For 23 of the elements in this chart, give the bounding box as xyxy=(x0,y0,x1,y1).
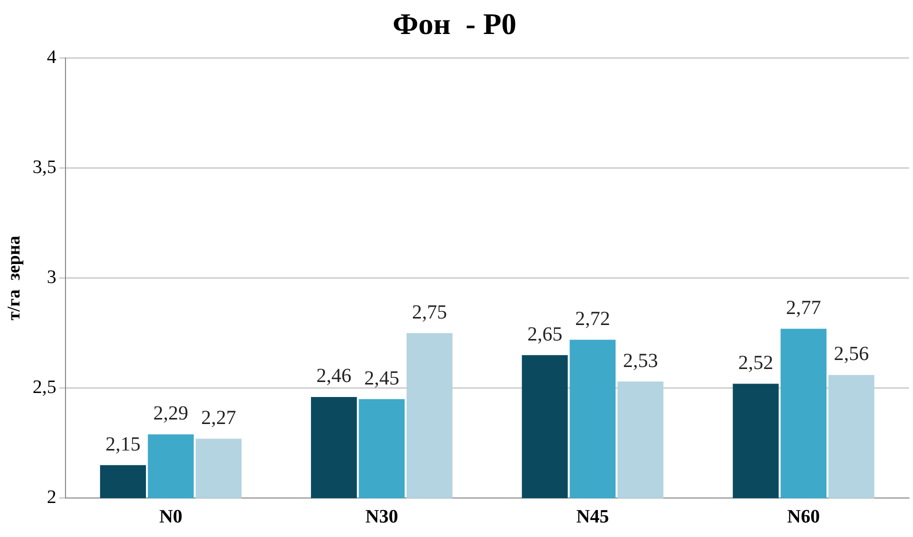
x-tick-label: N30 xyxy=(365,506,398,528)
y-tick-label: 2 xyxy=(46,487,56,508)
y-tick-label: 3,5 xyxy=(32,157,56,178)
data-label: 2,45 xyxy=(364,367,400,390)
data-label: 2,15 xyxy=(106,433,140,456)
data-label: 2,46 xyxy=(316,365,352,388)
data-label: 2,77 xyxy=(786,296,822,319)
data-label: 2,72 xyxy=(575,308,610,330)
data-label: 2,53 xyxy=(622,350,658,372)
y-tick-label: 2,5 xyxy=(32,377,56,398)
x-tick-label: N45 xyxy=(576,506,609,528)
data-label: 2,27 xyxy=(201,407,236,430)
chart-title: Фон - Р0 xyxy=(392,8,516,41)
x-tick-label: N0 xyxy=(159,506,182,528)
data-label: 2,65 xyxy=(527,323,562,346)
y-tick-label: 4 xyxy=(46,46,57,68)
x-tick-label: N60 xyxy=(787,506,820,528)
y-tick-label: 3 xyxy=(46,267,56,288)
data-label: 2,29 xyxy=(153,402,188,425)
data-label: 2,52 xyxy=(738,352,774,374)
data-label: 2,75 xyxy=(412,301,448,324)
data-label: 2,56 xyxy=(834,343,869,366)
y-axis-title: т/га зерна xyxy=(3,236,24,320)
